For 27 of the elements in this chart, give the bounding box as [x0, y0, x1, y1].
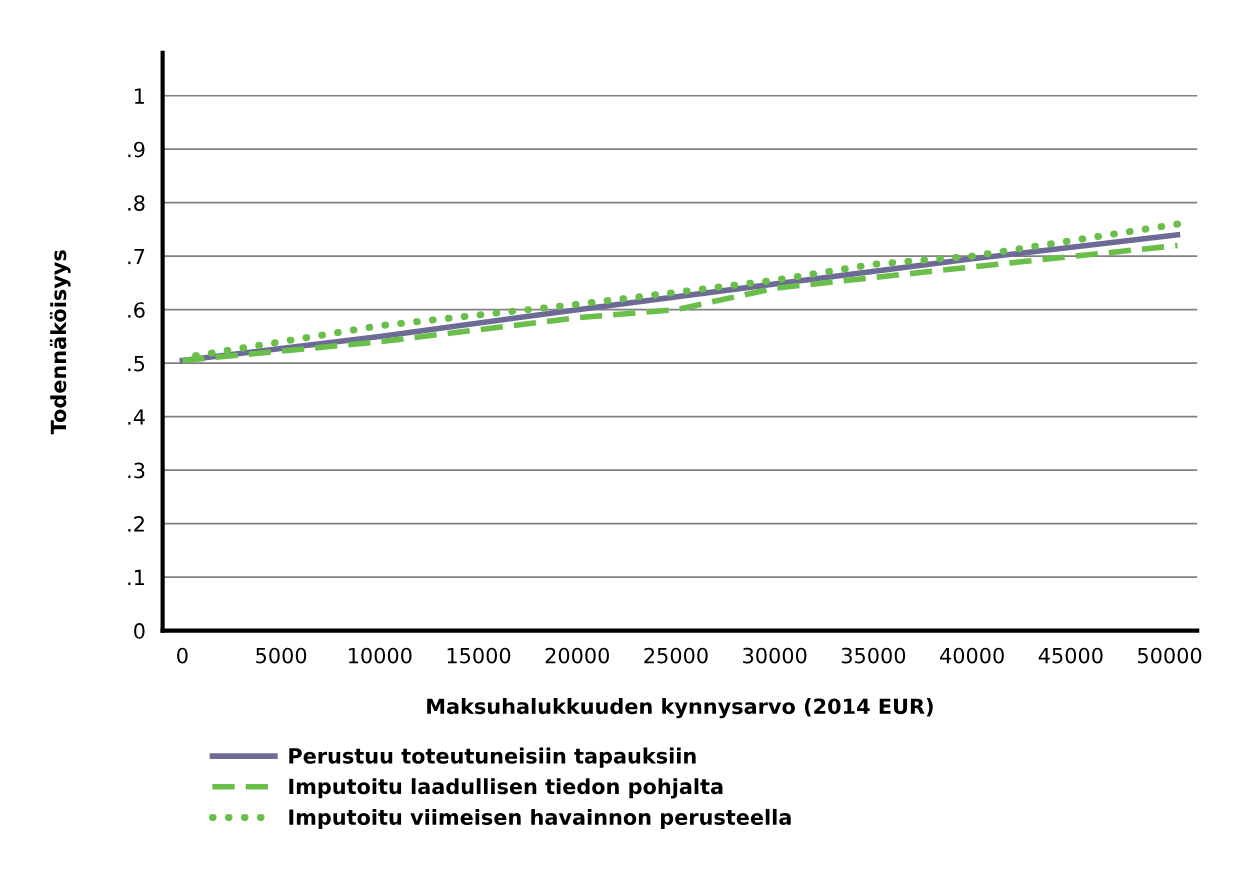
y-tick-label: .3	[128, 462, 145, 479]
y-tick-label: .5	[128, 355, 145, 372]
y-tick-label: .8	[128, 195, 145, 211]
x-tick-label: 0	[177, 647, 188, 664]
y-tick-label: .9	[128, 141, 145, 158]
x-tick-label: 10000	[348, 647, 412, 664]
y-tick-label: 1	[135, 88, 145, 104]
y-tick-label: .4	[128, 409, 145, 425]
x-tick-label: 50000	[1138, 647, 1202, 664]
legend-label: Perustuu toteutuneisiin tapauksiin	[289, 747, 696, 768]
x-tick-label: 25000	[644, 647, 708, 664]
legend-label: Imputoitu laadullisen tiedon pohjalta	[289, 778, 723, 799]
x-tick-label: 35000	[841, 647, 906, 664]
x-tick-label: 20000	[545, 647, 609, 664]
x-tick-label: 15000	[447, 647, 511, 664]
y-tick-label: .1	[128, 569, 145, 586]
y-tick-label: .7	[128, 248, 145, 265]
x-tick-label: 5000	[256, 647, 307, 664]
y-tick-label: 0	[134, 623, 145, 639]
y-tick-label: .2	[128, 516, 144, 532]
y-axis-title: Todennäköisyys	[49, 250, 71, 435]
x-tick-label: 30000	[743, 647, 807, 664]
x-axis-title: Maksuhalukkuuden kynnysarvo (2014 EUR)	[427, 698, 933, 719]
x-tick-label: 40000	[940, 647, 1004, 664]
legend-label: Imputoitu viimeisen havainnon perusteella	[289, 808, 791, 830]
y-tick-label: .6	[128, 302, 145, 318]
x-tick-label: 45000	[1038, 647, 1103, 664]
